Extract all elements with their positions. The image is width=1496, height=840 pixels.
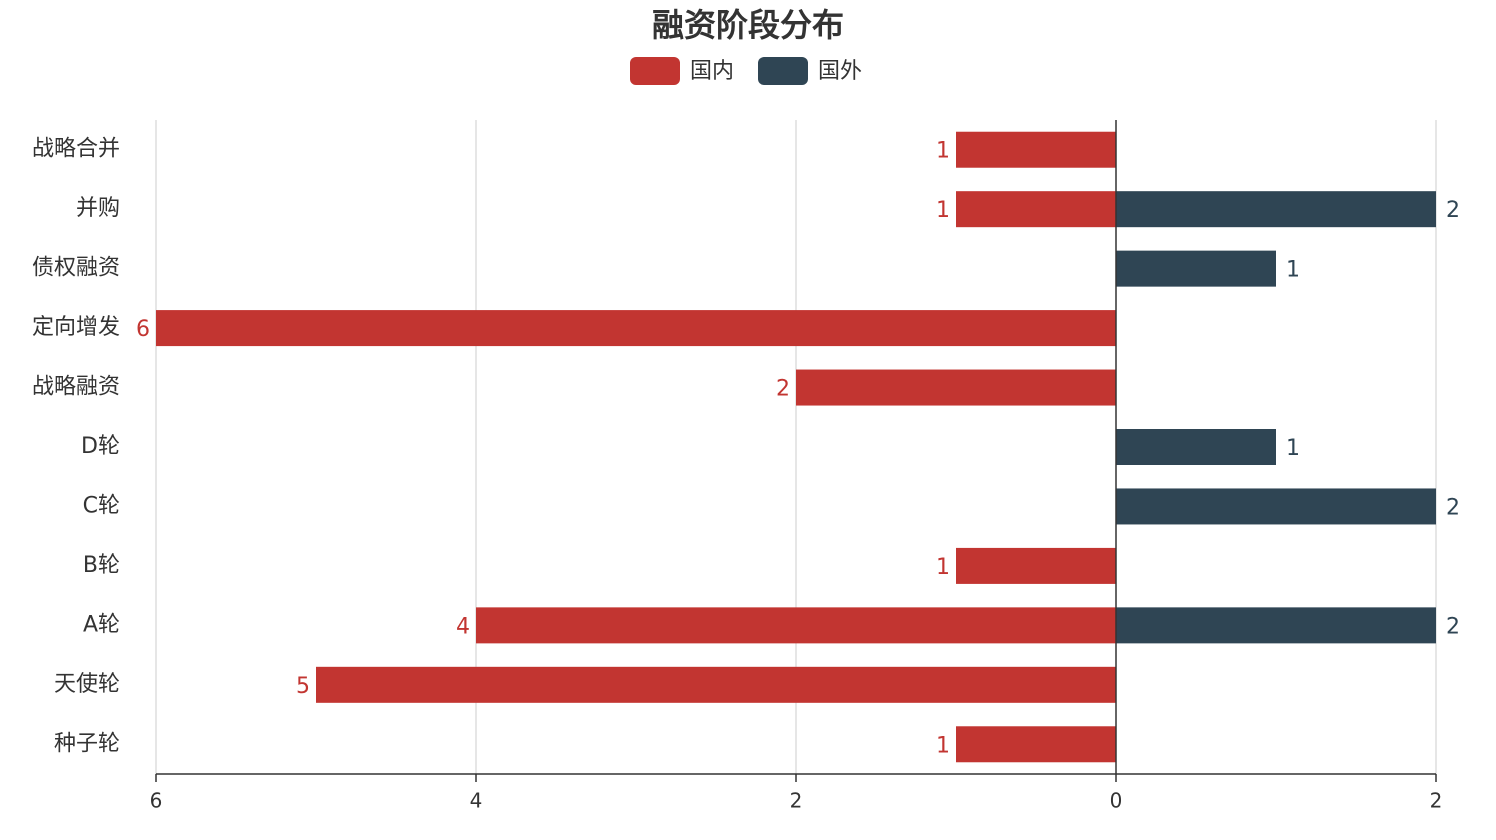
y-tick-label: A轮 <box>83 612 120 637</box>
bar <box>156 310 1116 347</box>
x-tick-label: 6 <box>150 789 163 813</box>
legend-label: 国内 <box>690 59 734 84</box>
y-tick-label: D轮 <box>81 434 120 459</box>
bar <box>476 607 1116 644</box>
bar <box>956 191 1116 228</box>
y-tick-label: 战略融资 <box>32 375 120 400</box>
data-label: 2 <box>776 377 790 402</box>
y-tick-label: 并购 <box>76 196 120 221</box>
y-tick-label: 天使轮 <box>54 672 120 697</box>
x-tick-label: 0 <box>1110 789 1123 813</box>
data-label: 1 <box>936 139 950 164</box>
bar <box>316 666 1116 703</box>
legend-label: 国外 <box>818 59 862 84</box>
bar <box>796 369 1116 406</box>
bar <box>1116 488 1436 525</box>
data-label: 1 <box>1286 436 1300 461</box>
y-tick-label: 债权融资 <box>32 256 120 281</box>
bar <box>1116 250 1276 287</box>
x-tick-label: 4 <box>470 789 483 813</box>
data-label: 2 <box>1446 198 1460 223</box>
data-label: 2 <box>1446 495 1460 520</box>
bar <box>956 131 1116 168</box>
data-label: 1 <box>936 733 950 758</box>
data-label: 1 <box>936 555 950 580</box>
y-tick-label: C轮 <box>83 493 120 518</box>
bar <box>1116 191 1436 228</box>
y-tick-label: 战略合并 <box>32 137 120 162</box>
y-tick-label: B轮 <box>83 553 120 578</box>
data-label: 2 <box>1446 614 1460 639</box>
data-label: 1 <box>1286 258 1300 283</box>
bar <box>956 726 1116 763</box>
legend-swatch <box>630 57 680 85</box>
bar <box>1116 429 1276 465</box>
bar <box>956 547 1116 584</box>
data-label: 6 <box>136 317 150 342</box>
x-tick-label: 2 <box>790 789 803 813</box>
y-tick-label: 定向增发 <box>32 315 120 340</box>
y-tick-label: 种子轮 <box>54 731 120 756</box>
data-label: 1 <box>936 198 950 223</box>
data-label: 5 <box>296 674 310 699</box>
legend-swatch <box>758 57 808 85</box>
x-tick-label: 2 <box>1430 789 1443 813</box>
bar <box>1116 607 1436 644</box>
chart-title: 融资阶段分布 <box>652 6 844 44</box>
data-label: 4 <box>456 614 470 639</box>
